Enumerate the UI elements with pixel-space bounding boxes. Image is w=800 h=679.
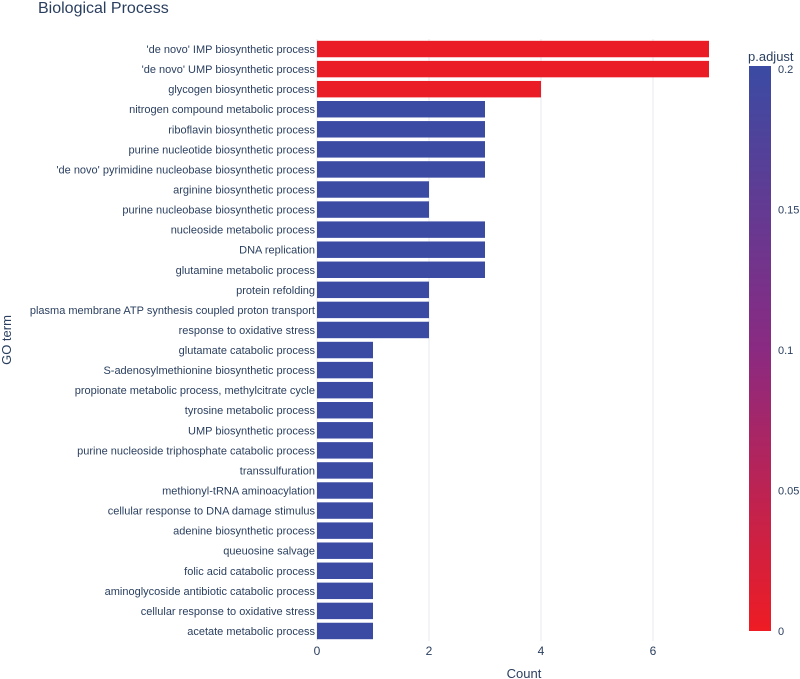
y-tick-label: glutamate catabolic process <box>179 345 316 357</box>
y-tick-label: arginine biosynthetic process <box>173 185 315 197</box>
colorbar-tick-label: 0.2 <box>778 64 793 76</box>
bar <box>317 221 485 238</box>
bar <box>317 361 373 379</box>
y-tick-label: folic acid catabolic process <box>184 566 315 578</box>
grid-lines <box>316 39 654 641</box>
bar <box>317 101 485 118</box>
bar <box>317 402 373 419</box>
bar <box>317 141 485 158</box>
y-tick-label: queuosine salvage <box>223 546 315 558</box>
y-tick-label: cellular response to DNA damage stimulus <box>108 506 316 518</box>
bar <box>317 602 373 620</box>
y-tick-label: methionyl-tRNA aminoacylation <box>162 486 315 498</box>
bar <box>317 502 373 519</box>
bar <box>317 201 429 218</box>
colorbar: p.adjust 0 0.05 0.1 0.15 0.2 <box>748 49 799 638</box>
y-tick-label: glycogen biosynthetic process <box>168 84 315 96</box>
y-tick-label: 'de novo' IMP biosynthetic process <box>147 44 316 56</box>
bar <box>317 482 373 499</box>
bar <box>317 40 709 58</box>
y-tick-label: plasma membrane ATP synthesis coupled pr… <box>30 305 315 317</box>
y-tick-label: purine nucleobase biosynthetic process <box>122 205 315 217</box>
y-tick-label: DNA replication <box>239 245 315 257</box>
x-tick-label: 2 <box>426 644 433 658</box>
bar <box>317 321 429 339</box>
x-tick-labels: 0 2 4 6 <box>314 644 657 658</box>
y-tick-label: response to oxidative stress <box>179 325 316 337</box>
x-tick-label: 0 <box>314 644 321 658</box>
bar <box>317 562 373 579</box>
y-tick-label: 'de novo' UMP biosynthetic process <box>142 64 316 76</box>
y-tick-label: cellular response to oxidative stress <box>141 606 316 618</box>
y-tick-label: propionate metabolic process, methylcitr… <box>75 385 315 397</box>
colorbar-title: p.adjust <box>748 49 794 64</box>
bar <box>317 80 541 98</box>
x-tick-label: 6 <box>650 644 657 658</box>
bar <box>317 462 373 479</box>
bar <box>317 522 373 539</box>
y-tick-label: aminoglycoside antibiotic catabolic proc… <box>105 586 316 598</box>
x-axis-label: Count <box>507 666 542 679</box>
bar <box>317 582 373 600</box>
y-tick-label: adenine biosynthetic process <box>173 526 315 538</box>
bar <box>317 542 373 559</box>
x-tick-label: 4 <box>538 644 545 658</box>
bar <box>317 60 709 78</box>
bar <box>317 422 373 439</box>
bar <box>317 121 485 138</box>
bar <box>317 241 485 258</box>
bar <box>317 161 485 178</box>
y-tick-label: tyrosine metabolic process <box>185 405 316 417</box>
bars <box>317 40 709 640</box>
chart-title: Biological Process <box>38 0 169 17</box>
y-axis-label: GO term <box>0 315 14 365</box>
y-tick-label: purine nucleotide biosynthetic process <box>128 144 315 156</box>
y-tick-label: purine nucleoside triphosphate catabolic… <box>77 445 315 457</box>
colorbar-tick-label: 0.15 <box>778 205 799 217</box>
colorbar-gradient <box>749 66 771 631</box>
y-tick-label: nucleoside metabolic process <box>171 225 316 237</box>
colorbar-tick-label: 0.1 <box>778 345 793 357</box>
bar <box>317 381 373 399</box>
y-tick-label: S-adenosylmethionine biosynthetic proces… <box>103 365 315 377</box>
bar <box>317 281 429 299</box>
y-tick-label: acetate metabolic process <box>187 626 315 638</box>
colorbar-tick-label: 0.05 <box>778 486 799 498</box>
bar <box>317 341 373 359</box>
y-tick-label: transsulfuration <box>240 465 315 477</box>
bar <box>317 181 429 198</box>
y-tick-label: protein refolding <box>236 285 315 297</box>
y-tick-label: riboflavin biosynthetic process <box>168 124 315 136</box>
y-tick-label: nitrogen compound metabolic process <box>129 104 315 116</box>
colorbar-tick-label: 0 <box>778 626 784 638</box>
bar <box>317 622 373 640</box>
y-tick-labels: 'de novo' IMP biosynthetic process 'de no… <box>30 44 316 638</box>
colorbar-ticks: 0 0.05 0.1 0.15 0.2 <box>778 64 799 638</box>
y-tick-label: glutamine metabolic process <box>176 265 316 277</box>
bar <box>317 442 373 459</box>
y-tick-label: UMP biosynthetic process <box>188 425 315 437</box>
bar <box>317 261 485 278</box>
y-tick-label: 'de novo' pyrimidine nucleobase biosynth… <box>56 164 315 176</box>
bar <box>317 301 429 319</box>
